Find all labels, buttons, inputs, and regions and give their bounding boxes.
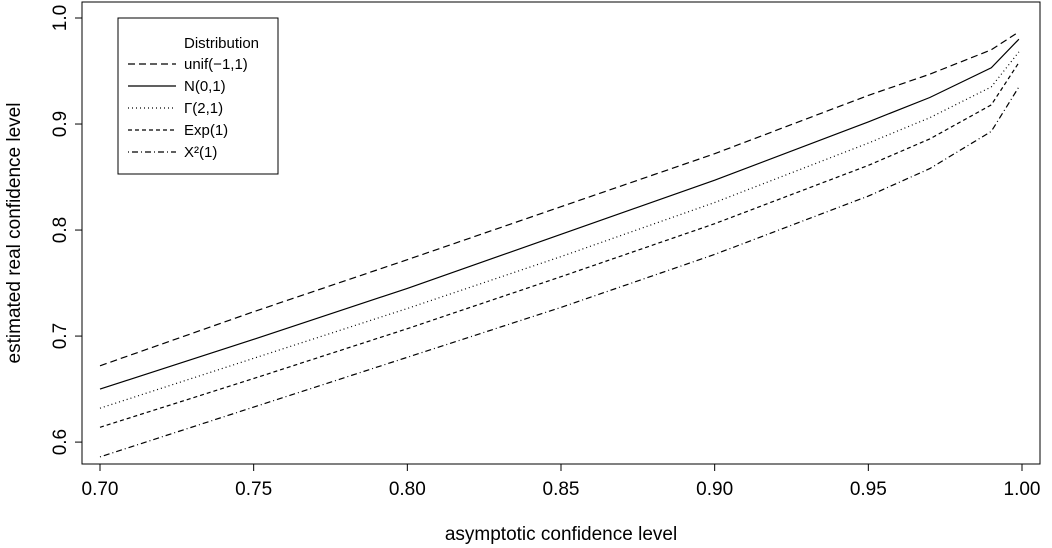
legend-box [117,17,279,175]
y-axis: 0.6 0.7 0.8 0.9 1.0 [50,5,82,455]
series-line-1 [99,38,1020,390]
x-tick-label-5: 0.95 [850,479,887,500]
series-line-4 [99,86,1020,458]
y-axis-label: estimated real confidence level [4,103,25,364]
y-tick-label-4: 1.0 [50,5,71,31]
y-tick-label-2: 0.8 [50,217,71,243]
legend-entry-4: X²(1) [184,144,217,161]
series-line-2 [99,51,1020,409]
legend: Distribution unif(−1,1) N(0,1) Γ(2,1) Exp(1… [117,17,279,175]
legend-entry-0: unif(−1,1) [184,56,248,73]
legend-entry-3: Exp(1) [184,122,228,139]
x-axis-label: asymptotic confidence level [445,524,677,545]
series-line-0 [99,31,1020,367]
legend-title: Distribution [184,35,259,52]
y-tick-label-0: 0.6 [50,429,71,455]
x-tick-label-1: 0.75 [235,479,272,500]
series-line-3 [99,62,1020,428]
x-axis: 0.70 0.75 0.80 0.85 0.90 0.95 1.00 [82,464,1041,500]
x-tick-label-2: 0.80 [389,479,426,500]
x-tick-label-6: 1.00 [1004,479,1041,500]
legend-entry-1: N(0,1) [184,78,226,95]
x-tick-label-4: 0.90 [696,479,733,500]
series-layer [99,31,1020,458]
y-tick-label-3: 0.9 [50,111,71,137]
x-tick-label-3: 0.85 [543,479,580,500]
x-tick-label-0: 0.70 [82,479,119,500]
legend-entry-2: Γ(2,1) [184,100,223,117]
y-tick-label-1: 0.7 [50,323,71,349]
